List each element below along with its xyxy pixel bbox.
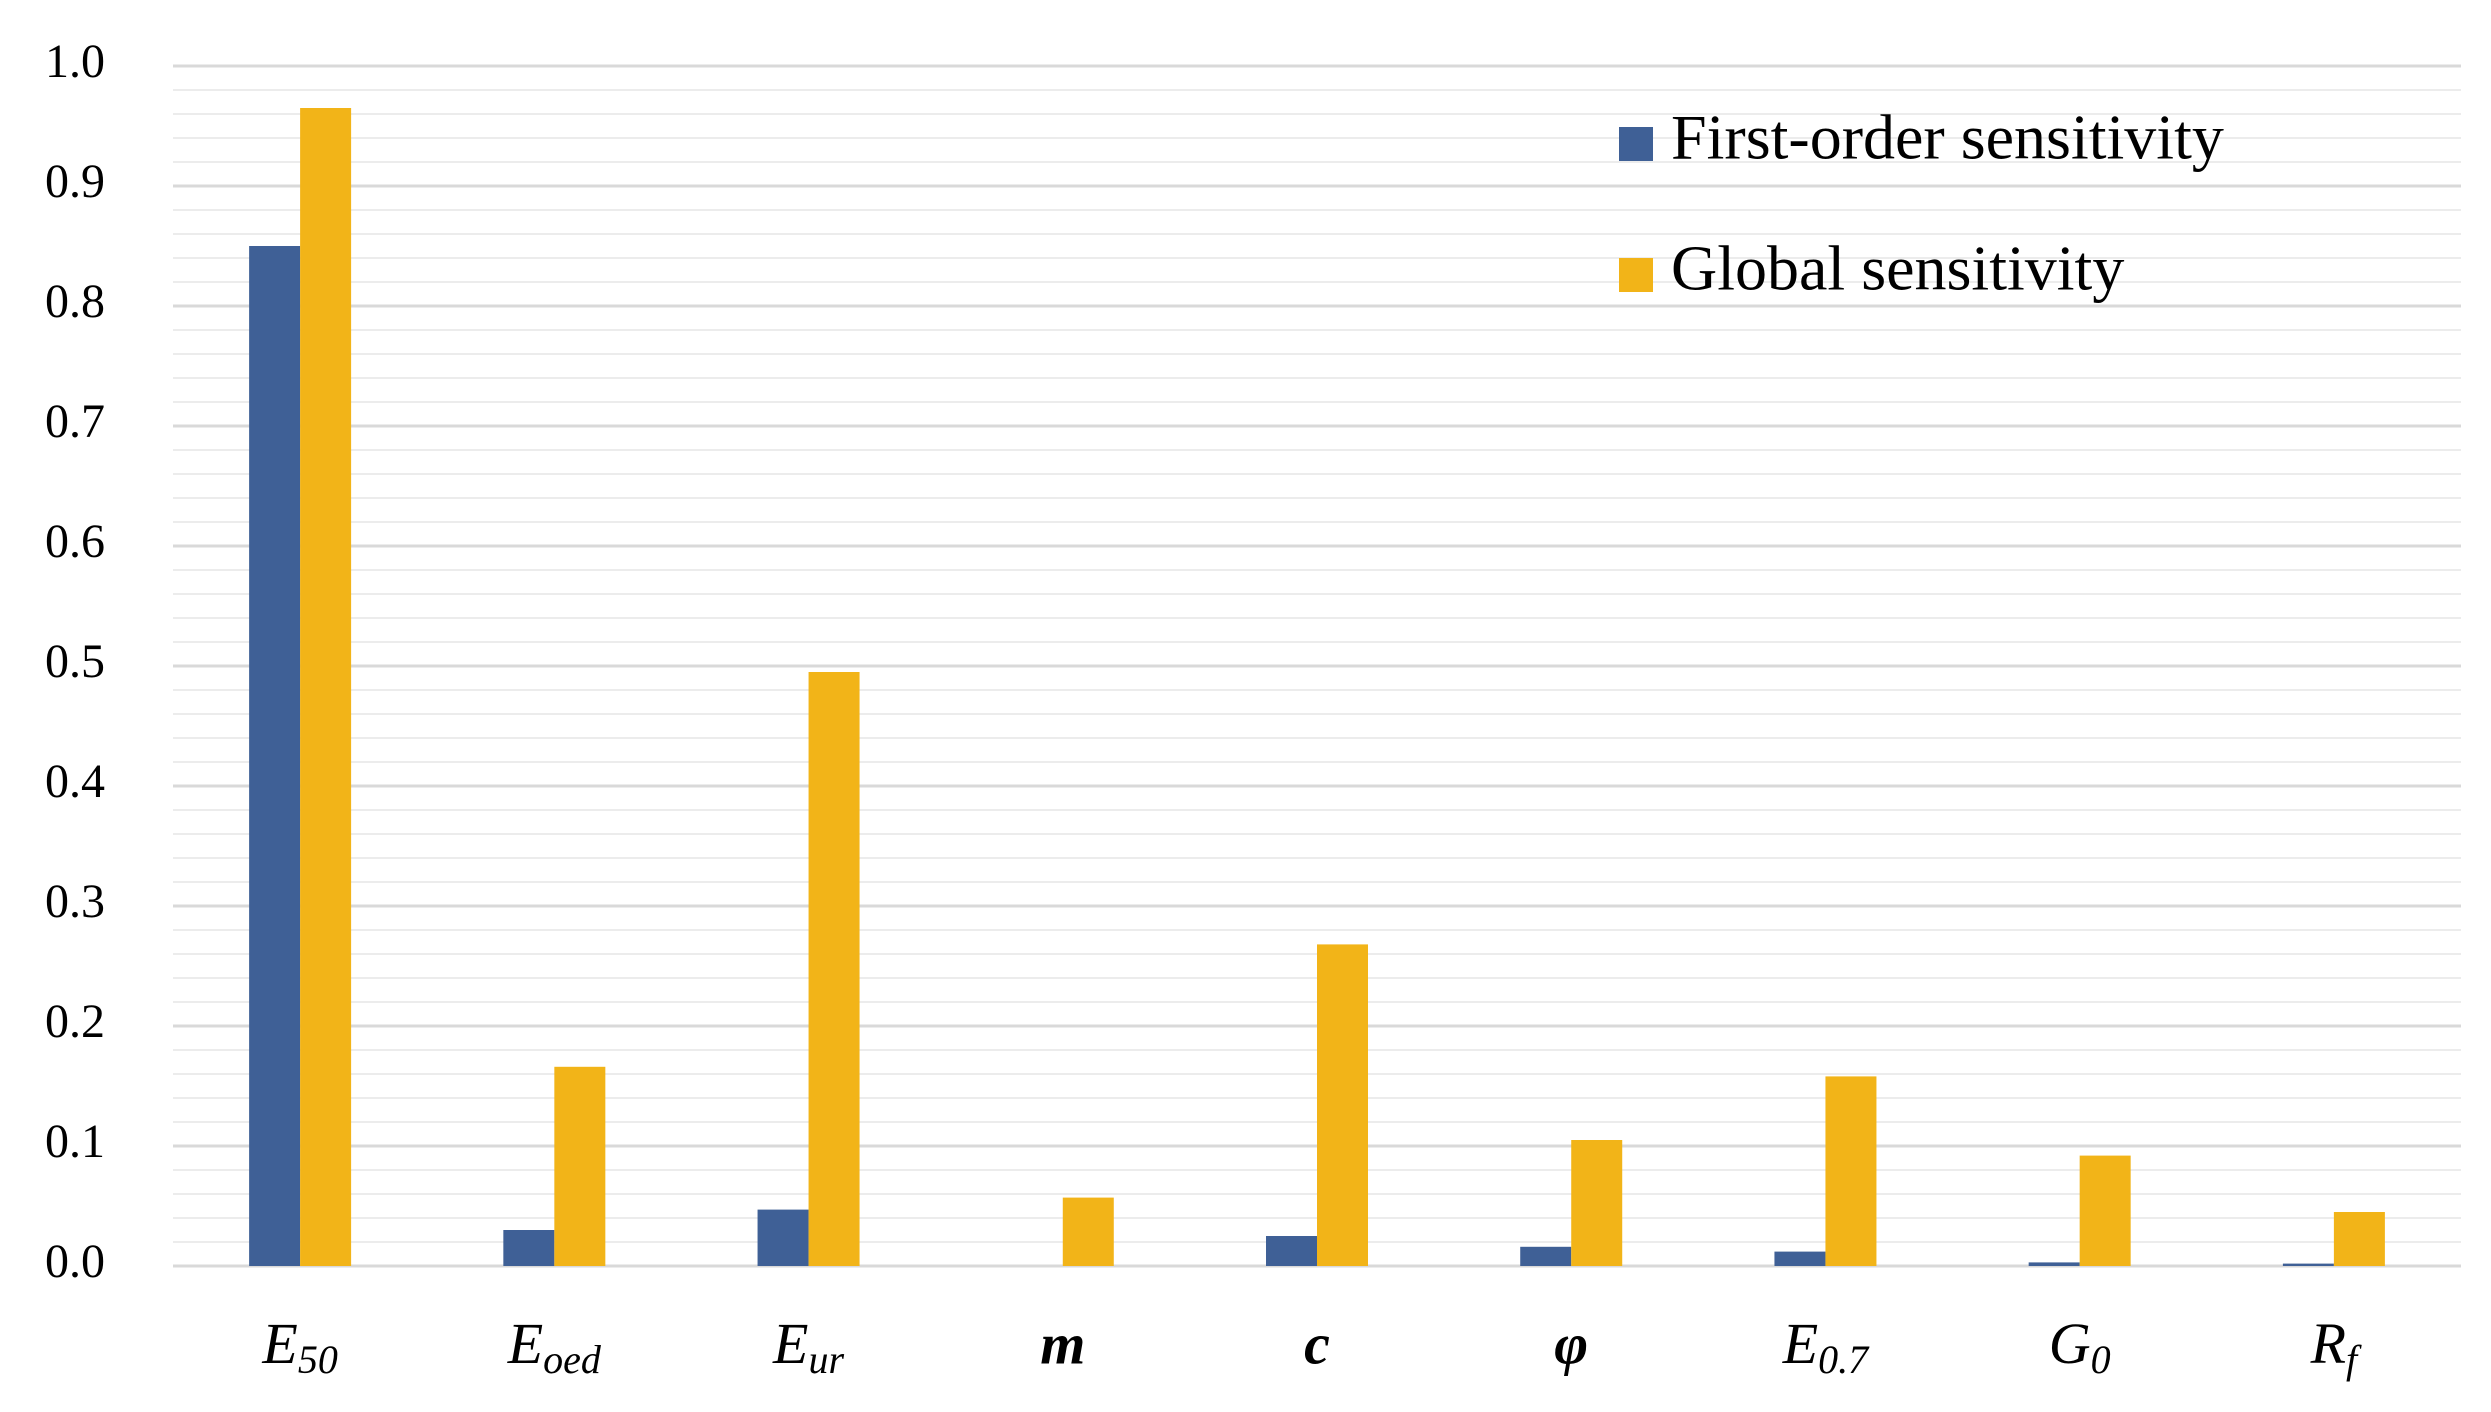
bar [1266,1236,1317,1266]
bar [2333,1212,2385,1266]
legend-label: First-order sensitivity [1671,102,2224,173]
y-tick-label: 0.9 [45,155,105,208]
bar [757,1209,809,1266]
x-tick-label: E0.7 [1782,1311,1870,1382]
bar [2079,1155,2131,1266]
legend-label: Global sensitivity [1671,233,2124,304]
y-tick-label: 0.8 [45,275,105,328]
bar [1520,1246,1572,1266]
legend-swatch [1619,258,1653,292]
y-tick-label: 0.0 [45,1235,105,1288]
bar [503,1230,555,1266]
y-tick-label: 0.2 [45,995,105,1048]
bar [2028,1262,2080,1266]
x-tick-label: Rf [2310,1311,2362,1382]
bar [1317,944,1368,1266]
y-tick-label: 0.4 [45,755,105,808]
bar [1825,1076,1877,1266]
bar [300,108,352,1266]
x-tick-label: E50 [261,1311,337,1382]
x-tick-label: m [1040,1311,1085,1376]
y-tick-label: 1.0 [45,35,105,88]
bar [808,672,860,1266]
bar [554,1066,606,1266]
bar [1062,1197,1114,1266]
legend-swatch [1619,127,1653,161]
y-tick-label: 0.5 [45,635,105,688]
x-tick-label: G0 [2049,1311,2111,1382]
x-tick-label: c [1304,1311,1330,1376]
x-tick-label: φ [1554,1311,1588,1376]
y-tick-label: 0.3 [45,875,105,928]
bar [2282,1263,2334,1266]
bar [1774,1251,1826,1266]
bar [1571,1140,1623,1266]
y-tick-label: 0.7 [45,395,105,448]
x-tick-label: Eoed [507,1311,602,1382]
x-tick-label: Eur [772,1311,844,1382]
bar [249,246,301,1266]
y-tick-label: 0.1 [45,1115,105,1168]
y-tick-label: 0.6 [45,515,105,568]
